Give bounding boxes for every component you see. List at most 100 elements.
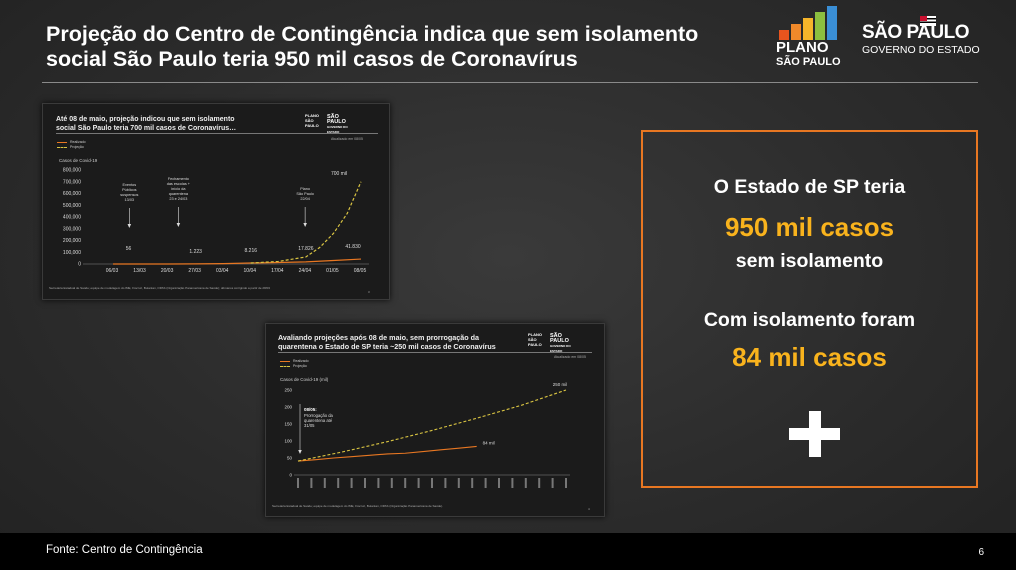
chart2-xtick-mark bbox=[417, 478, 420, 488]
slide1-logo2-line-2: GOVERNO DO ESTADO bbox=[327, 125, 348, 134]
chart2-xtick-mark bbox=[538, 478, 541, 488]
summary-line-4: Com isolamento foram bbox=[703, 309, 916, 331]
chart2-xtick-mark bbox=[565, 478, 567, 488]
slide2-title-line-2: quarentena o Estado de SP teria ~250 mil… bbox=[278, 342, 496, 351]
chart2-xtick-mark bbox=[364, 478, 366, 488]
chart2-xtick-mark bbox=[310, 478, 313, 488]
chart1-annotation-text: suspensos bbox=[120, 193, 138, 197]
chart1-ytick: 100,000 bbox=[63, 250, 81, 256]
page-title: Projeção do Centro de Contingência indic… bbox=[46, 22, 746, 72]
chart2-ytick: 250 bbox=[284, 388, 292, 393]
chart1-ytick: 0 bbox=[78, 262, 81, 268]
chart1-xtick: 20/03 bbox=[161, 268, 174, 274]
slide2-legend-realizado: Realizado bbox=[293, 359, 309, 363]
slide1-logo2-line-1: SÃO PAULO bbox=[327, 114, 346, 125]
chart1-annotation-text: 22/04 bbox=[300, 197, 310, 201]
chart2-annotation-text: 31/05 bbox=[304, 423, 315, 428]
chart1-annotation-text: 23 e 24/03 bbox=[169, 197, 187, 201]
chart2-xtick-mark bbox=[484, 478, 487, 488]
chart2-arrowhead bbox=[298, 450, 302, 454]
chart2-data-label: 84 mil bbox=[483, 440, 495, 445]
chart1-xtick: 13/03 bbox=[133, 268, 146, 274]
chart2-xtick-mark bbox=[323, 478, 326, 488]
chart2-xtick-mark bbox=[551, 478, 554, 488]
chart2-ylabel: Casos de Covid-19 (mil) bbox=[280, 377, 329, 382]
summary-box: O Estado de SP teria 950 mil casos sem i… bbox=[641, 130, 978, 488]
summary-highlight-950k: 950 mil casos bbox=[724, 212, 895, 242]
slide-thumbnail-2: Casos de Covid-19 (mil) 250 200 150 100 50 0 84… bbox=[265, 323, 605, 517]
summary-highlight-84k: 84 mil casos bbox=[732, 342, 887, 372]
summary-line-1: O Estado de SP teria bbox=[713, 176, 906, 198]
chart2-xtick-mark bbox=[498, 478, 500, 488]
logo-bar bbox=[779, 30, 789, 40]
chart1-data-label: 17.826 bbox=[298, 246, 314, 252]
slide2-legend: Realizado Projeção bbox=[280, 359, 309, 369]
sp-logo-line-1: SÃO PAULO bbox=[862, 22, 970, 43]
chart1-xtick: 17/04 bbox=[271, 268, 284, 274]
chart2-xtick-mark bbox=[350, 478, 353, 488]
chart1-xtick: 27/03 bbox=[188, 268, 201, 274]
slide2-logo2-line-1: SÃO PAULO bbox=[550, 333, 569, 344]
page-title-line-2: social São Paulo teria 950 mil casos de … bbox=[46, 47, 578, 71]
logo-bar bbox=[791, 24, 801, 40]
slide2-logo1-line-2: SÃO PAULO bbox=[528, 337, 542, 347]
slide2-legend-projecao: Projeção bbox=[293, 364, 307, 368]
page-title-line-1: Projeção do Centro de Contingência indic… bbox=[46, 22, 699, 46]
chart2-xtick-mark bbox=[431, 478, 433, 488]
slide1-source: Secretaria Estadual de Saúde; equipe de … bbox=[49, 286, 270, 290]
slide1-logo1-line-1: PLANO bbox=[305, 113, 319, 118]
slide1-divider bbox=[56, 133, 378, 134]
slide1-legend: Realizado Projeção bbox=[57, 140, 86, 150]
chart1-annotation-text: quarentena bbox=[169, 192, 189, 196]
slide2-divider bbox=[278, 352, 592, 353]
slide1-page: 3 bbox=[368, 290, 370, 294]
chart1-annotation-text: 13/03 bbox=[125, 198, 135, 202]
slide-thumbnail-1: Casos de Covid-19 800,000 700,000 600,000 50… bbox=[42, 103, 390, 300]
chart1-series-realizado bbox=[112, 258, 362, 265]
chart1-xtick: 08/05 bbox=[354, 268, 367, 274]
slide2-title-line-1: Avaliando projeções após 08 de maio, sem… bbox=[278, 333, 480, 342]
slide1-legend-projecao: Projeção bbox=[70, 145, 84, 149]
plano-logo-line-1: PLANO bbox=[776, 39, 829, 56]
chart1-arrowhead bbox=[176, 223, 181, 227]
chart2-ytick: 0 bbox=[289, 473, 292, 478]
chart1-annotation-text: início da bbox=[171, 187, 186, 191]
slide2-logo1-line-1: PLANO bbox=[528, 332, 542, 337]
chart2-series-realizado bbox=[297, 445, 477, 462]
slide1-logo1-line-2: SÃO PAULO bbox=[305, 118, 319, 128]
plano-sao-paulo-logo: PLANO SÃO PAULO bbox=[776, 6, 842, 70]
chart1-arrowhead bbox=[127, 224, 132, 228]
page-number: 6 bbox=[978, 547, 984, 558]
chart2-ytick: 100 bbox=[284, 439, 292, 444]
chart2-xtick-mark bbox=[524, 478, 527, 488]
chart1-ylabel: Casos de Covid-19 bbox=[59, 158, 98, 163]
chart2-annotation-text: Prorrogação da bbox=[304, 413, 334, 418]
chart1-xtick: 06/03 bbox=[106, 268, 119, 274]
slide2-page: 4 bbox=[588, 507, 590, 511]
chart1-ytick: 400,000 bbox=[63, 215, 81, 221]
chart1-annotation-text: Fechamento bbox=[168, 177, 189, 181]
slide1-title-line-1: Até 08 de maio, projeção indicou que sem… bbox=[56, 116, 235, 123]
chart1-xtick: 03/04 bbox=[216, 268, 229, 274]
chart1-ytick: 700,000 bbox=[63, 179, 81, 185]
chart2-xtick-mark bbox=[404, 478, 407, 488]
chart1-xtick: 24/04 bbox=[299, 268, 312, 274]
chart1-ytick: 800,000 bbox=[63, 168, 81, 174]
slide1-title-line-2: social São Paulo teria 700 mil casos de … bbox=[56, 125, 237, 132]
chart2-xtick-mark bbox=[390, 478, 393, 488]
slide2-updated: Atualizado em 08/05 bbox=[554, 355, 586, 359]
chart1-ytick: 200,000 bbox=[63, 238, 81, 244]
chart1-data-label: 8.216 bbox=[245, 248, 258, 254]
header-divider bbox=[42, 82, 978, 83]
chart1-annotation-text: São Paulo bbox=[296, 192, 314, 196]
chart2-xtick-mark bbox=[511, 478, 514, 488]
slide1-legend-realizado: Realizado bbox=[70, 140, 86, 144]
chart1-xtick: 01/05 bbox=[326, 268, 339, 274]
chart1-annotation-text: Plano bbox=[300, 187, 310, 191]
chart2-xtick-mark bbox=[337, 478, 340, 488]
chart1-data-label: 56 bbox=[126, 246, 132, 252]
slide2-title: Avaliando projeções após 08 de maio, sem… bbox=[278, 333, 496, 351]
slide2-logo2-line-2: GOVERNO DO ESTADO bbox=[550, 344, 571, 353]
chart1-annotation-text: Eventos bbox=[122, 183, 136, 187]
chart2-xtick-mark bbox=[457, 478, 460, 488]
